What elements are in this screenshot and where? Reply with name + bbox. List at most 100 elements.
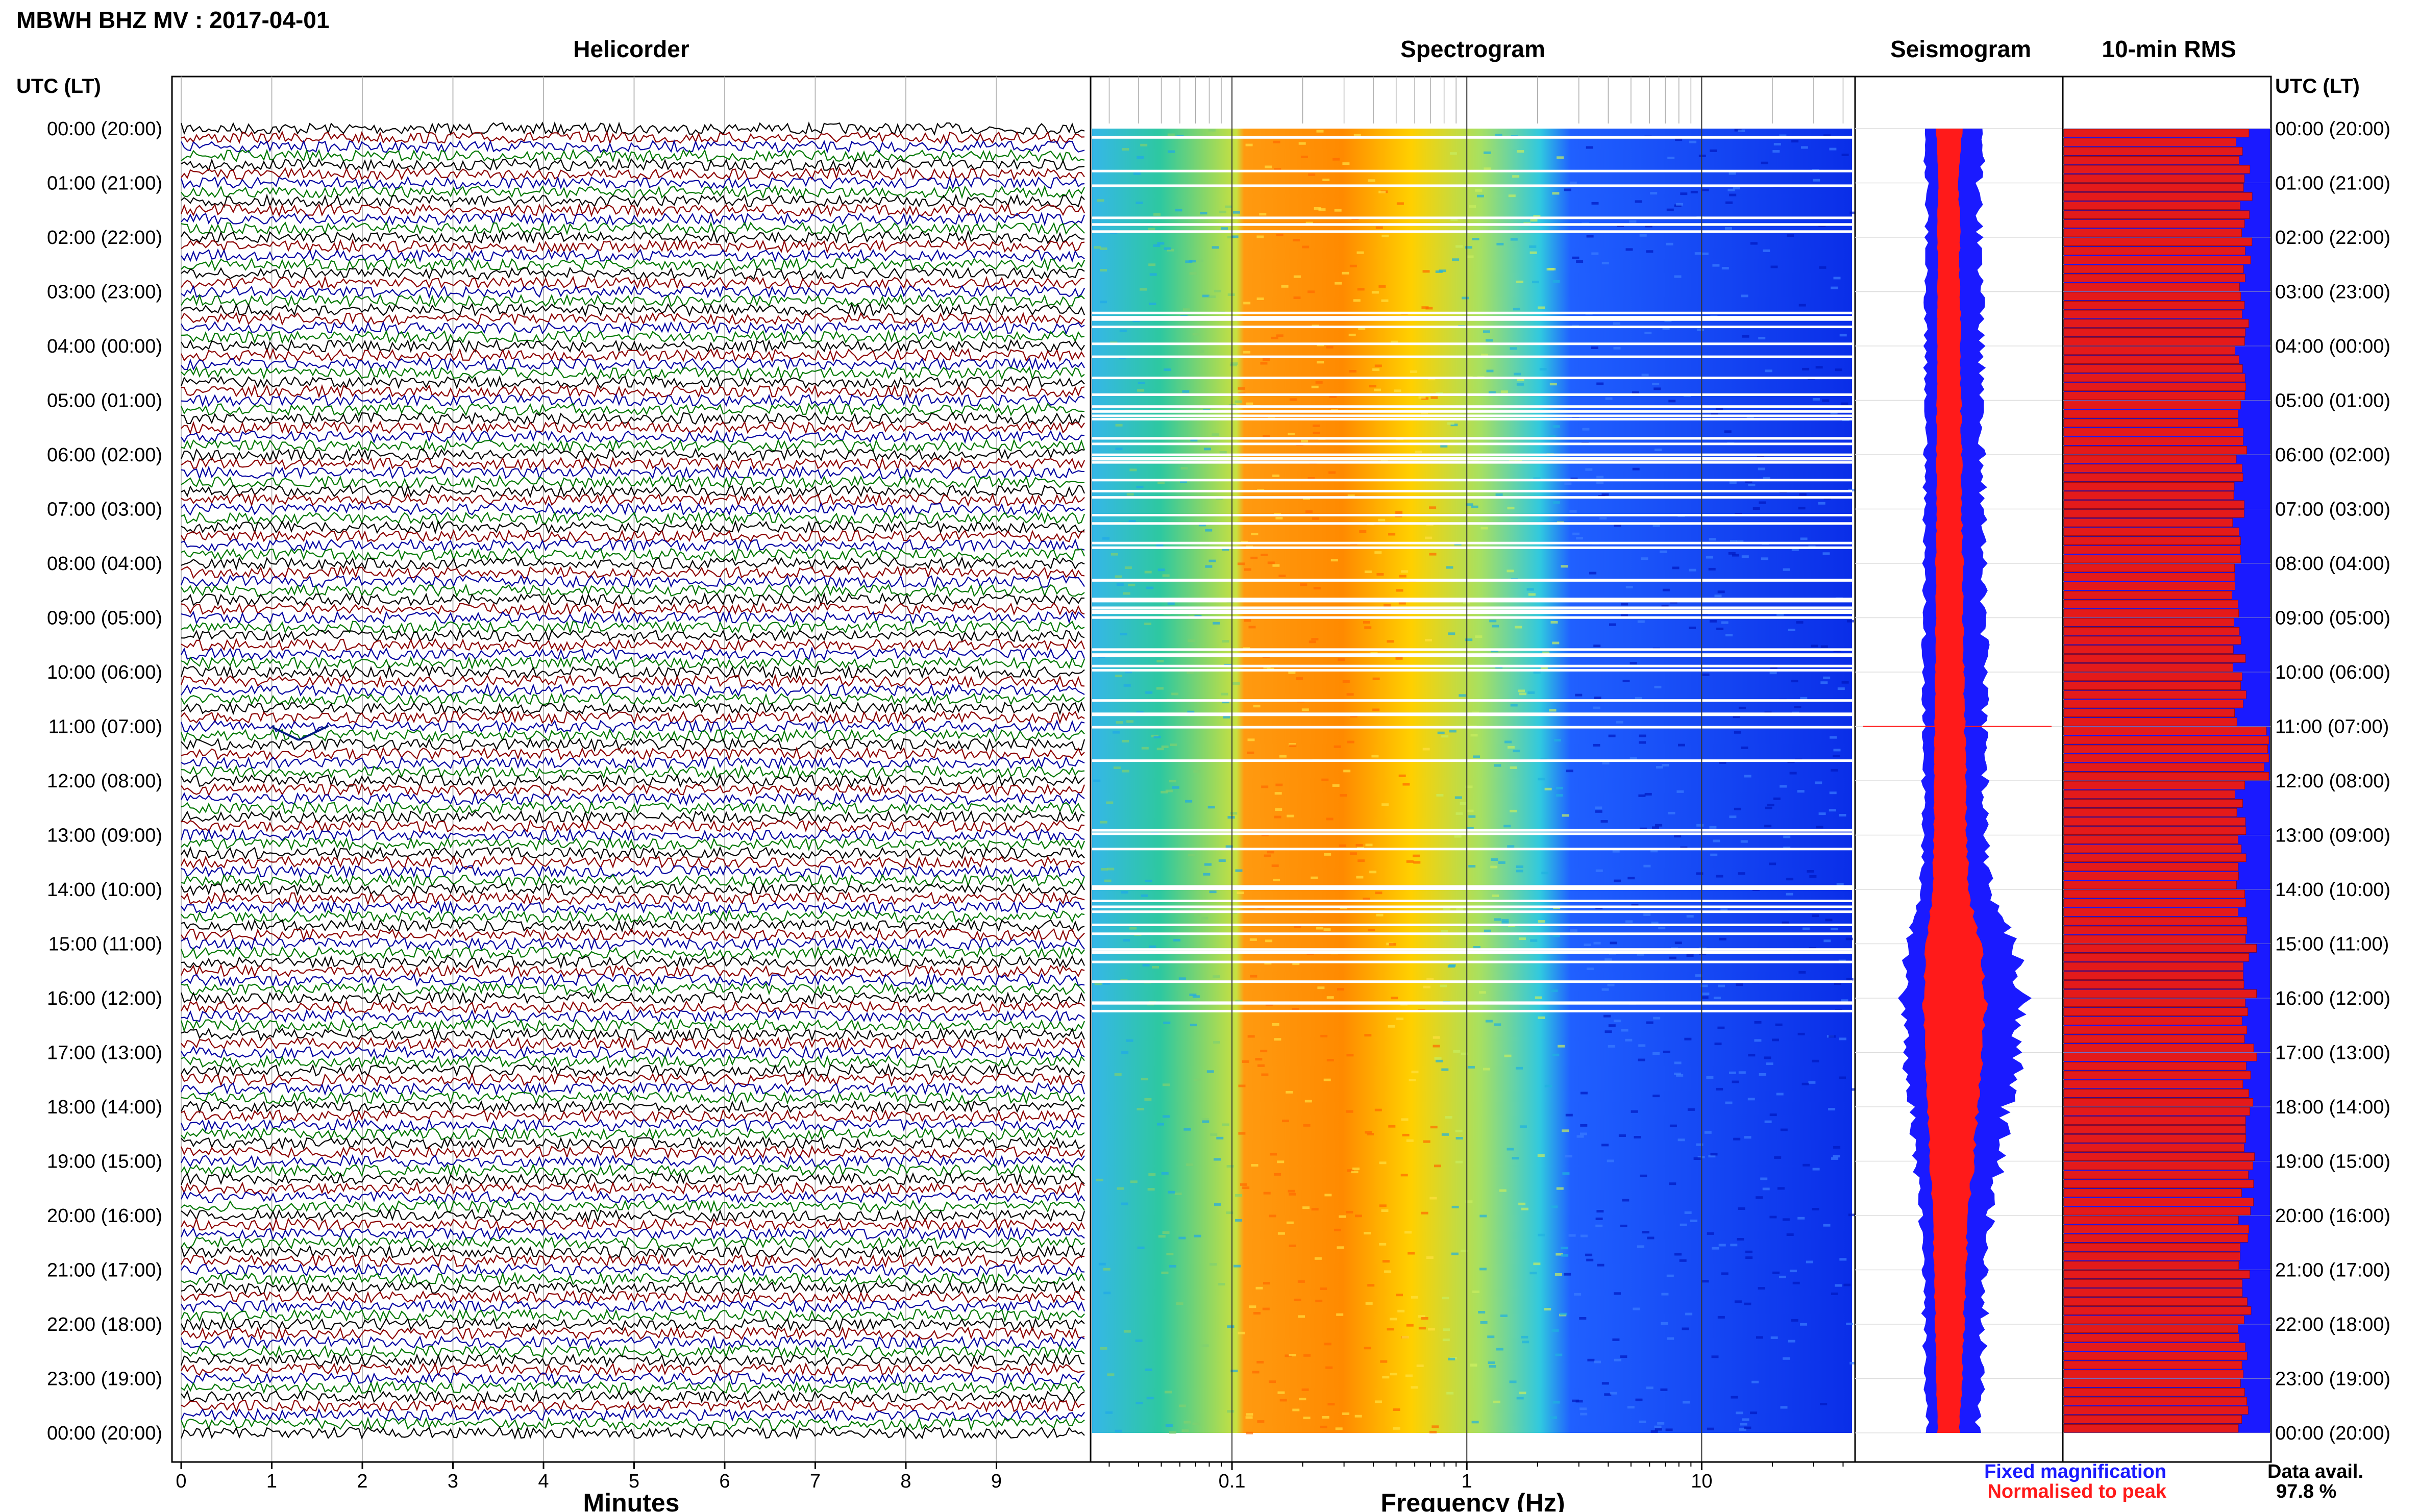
spectrogram-speckle bbox=[1367, 1284, 1375, 1287]
time-label: 06:00 (02:00) bbox=[47, 444, 162, 466]
rms-bar bbox=[2063, 917, 2247, 926]
spectrogram-speckle bbox=[1686, 915, 1694, 918]
spectrogram-speckle bbox=[1593, 743, 1600, 747]
spectrogram-speckle bbox=[1645, 225, 1652, 228]
spectrogram-speckle bbox=[1507, 845, 1515, 848]
spectrogram-speckle bbox=[1580, 1124, 1588, 1127]
spectrogram-speckle bbox=[1212, 433, 1219, 436]
spectrogram-speckle bbox=[1166, 1253, 1174, 1255]
spectrogram-speckle bbox=[1274, 815, 1281, 819]
spectrogram-speckle bbox=[1585, 468, 1593, 471]
rms-bar bbox=[2063, 1360, 2242, 1370]
spectrogram-speckle bbox=[1396, 1294, 1403, 1297]
spectrogram-speckle bbox=[1625, 920, 1633, 923]
spectrogram-gap bbox=[1092, 600, 1852, 603]
spectrogram-speckle bbox=[1123, 592, 1130, 595]
spectrogram-speckle bbox=[1812, 914, 1819, 918]
spectrogram-speckle bbox=[1572, 1399, 1579, 1402]
helicorder-trace bbox=[181, 1263, 1085, 1277]
spectrogram-speckle bbox=[1698, 155, 1706, 157]
time-label: 17:00 (13:00) bbox=[2275, 1043, 2390, 1064]
spectrogram-speckle bbox=[1450, 218, 1458, 221]
spectrogram-speckle bbox=[1216, 1136, 1224, 1139]
helicorder-trace bbox=[180, 1335, 1085, 1350]
spectrogram-speckle bbox=[1572, 256, 1579, 259]
spectrogram-speckle bbox=[1646, 250, 1653, 253]
spectrogram-speckle bbox=[1146, 586, 1154, 589]
spectrogram-speckle bbox=[1470, 734, 1478, 737]
spectrogram-speckle bbox=[1538, 778, 1545, 781]
spectrogram-speckle bbox=[1141, 747, 1149, 750]
helicorder-trace bbox=[180, 1191, 1085, 1205]
spectrogram-speckle bbox=[1763, 249, 1770, 252]
spectrogram-speckle bbox=[1489, 619, 1497, 623]
spectrogram-speckle bbox=[1230, 362, 1238, 365]
spectrogram-speckle bbox=[1274, 1038, 1281, 1041]
spectrogram-speckle bbox=[1515, 626, 1522, 629]
spectrogram-speckle bbox=[1562, 1129, 1569, 1132]
helicorder-trace bbox=[181, 954, 1085, 970]
spectrogram-speckle bbox=[1164, 368, 1171, 371]
helicorder-event bbox=[272, 725, 329, 741]
spectrogram-speckle bbox=[1480, 1321, 1488, 1324]
spectrogram-speckle bbox=[1519, 1392, 1526, 1395]
rms-bar bbox=[2063, 808, 2237, 817]
spectrogram-speckle bbox=[1544, 1308, 1551, 1311]
spectrogram-gap bbox=[1092, 829, 1852, 832]
spectrogram-speckle bbox=[1137, 1108, 1144, 1110]
spectrogram-gap bbox=[1092, 598, 1852, 601]
spectrogram-speckle bbox=[1369, 871, 1377, 874]
spectrogram-speckle bbox=[1537, 1154, 1545, 1157]
spectrogram-speckle bbox=[1106, 801, 1114, 804]
spectrogram-speckle bbox=[1646, 1021, 1653, 1024]
helicorder-trace bbox=[181, 484, 1085, 499]
spectrogram-speckle bbox=[1484, 929, 1491, 932]
spectrogram-speckle bbox=[1500, 390, 1508, 393]
spectrogram-speckle bbox=[1311, 638, 1319, 641]
spectrogram-gap bbox=[1092, 712, 1852, 715]
spectrogram-speckle bbox=[1253, 705, 1261, 708]
rms-bar bbox=[2063, 1261, 2239, 1270]
spectrogram-speckle bbox=[1137, 389, 1145, 392]
spectrogram-speckle bbox=[1119, 329, 1127, 332]
spectrogram-speckle bbox=[1376, 913, 1384, 916]
spectrogram-speckle bbox=[1324, 853, 1331, 856]
spectrogram-speckle bbox=[1652, 524, 1660, 527]
spectrogram-speckle bbox=[1803, 1163, 1810, 1167]
spectrogram-gap bbox=[1092, 453, 1852, 456]
spectrogram-speckle bbox=[1436, 1059, 1443, 1062]
spectrogram-speckle bbox=[1455, 245, 1463, 248]
spectrogram-gap bbox=[1092, 885, 1852, 888]
spectrogram-speckle bbox=[1750, 1411, 1758, 1415]
spectrogram-speckle bbox=[1480, 527, 1488, 530]
spectrogram-speckle bbox=[1690, 190, 1698, 193]
spectrogram-speckle bbox=[1717, 1316, 1725, 1319]
spectrogram-speckle bbox=[1834, 982, 1841, 985]
spectrogram-speckle bbox=[1163, 1083, 1170, 1086]
helicorder-trace bbox=[181, 393, 1085, 408]
spectrogram-speckle bbox=[1374, 1108, 1382, 1111]
spectrogram-speckle bbox=[1647, 1236, 1655, 1240]
spectrogram-speckle bbox=[1591, 252, 1599, 255]
spectrogram-speckle bbox=[1245, 143, 1253, 146]
helicorder-trace bbox=[181, 384, 1085, 399]
spectrogram-speckle bbox=[1372, 368, 1380, 371]
spectrogram-speckle bbox=[1738, 129, 1745, 132]
helicorder-trace bbox=[181, 1380, 1085, 1395]
rms-bar bbox=[2063, 228, 2242, 237]
spectrogram-speckle bbox=[1123, 939, 1130, 942]
spectrogram-gap bbox=[1092, 699, 1852, 702]
spectrogram-speckle bbox=[1633, 1307, 1640, 1310]
spectrogram-speckle bbox=[1355, 844, 1363, 847]
spectrogram-speckle bbox=[1176, 1302, 1183, 1305]
spectrogram-speckle bbox=[1818, 812, 1826, 815]
time-label: 04:00 (00:00) bbox=[47, 336, 162, 357]
spectrogram-speckle bbox=[1713, 997, 1721, 1000]
spectrogram-speckle bbox=[1201, 916, 1208, 920]
spectrogram-speckle bbox=[1232, 211, 1240, 214]
time-label: 01:00 (21:00) bbox=[2275, 173, 2390, 194]
spectrogram-speckle bbox=[1550, 1205, 1558, 1208]
spectrogram-speckle bbox=[1189, 614, 1196, 617]
time-label: 07:00 (03:00) bbox=[47, 499, 162, 520]
spectrogram-speckle bbox=[1103, 1292, 1111, 1295]
